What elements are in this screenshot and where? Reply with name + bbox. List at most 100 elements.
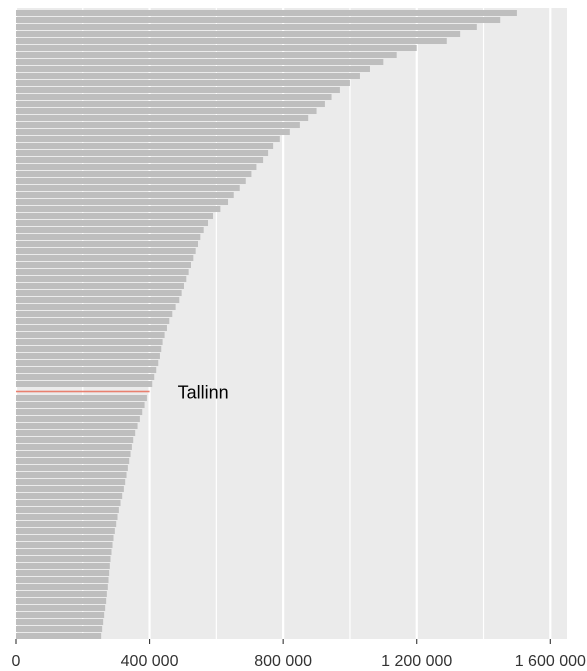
- bar: [16, 374, 155, 380]
- bar: [16, 108, 317, 114]
- bar: [16, 311, 173, 317]
- bar: [16, 24, 477, 30]
- bar: [16, 528, 115, 534]
- bar: [16, 73, 360, 79]
- bar: [16, 199, 229, 205]
- bar: [16, 521, 117, 527]
- x-tick-label: 1 600 000: [515, 653, 586, 670]
- bar: [16, 164, 257, 170]
- bar: [16, 87, 340, 93]
- bar: [16, 213, 214, 219]
- bar: [16, 234, 201, 240]
- bar: [16, 297, 180, 303]
- bar: [16, 80, 350, 86]
- bar: [16, 542, 113, 548]
- bar: [16, 563, 110, 569]
- bar: [16, 101, 325, 107]
- bar: [16, 332, 165, 338]
- bar: [16, 584, 108, 590]
- bar: [16, 290, 182, 296]
- bar: [16, 591, 107, 597]
- bar: [16, 262, 191, 268]
- x-tick-label: 1 200 000: [381, 653, 452, 670]
- bar: [16, 381, 153, 387]
- bar: [16, 38, 447, 44]
- bar: [16, 626, 103, 632]
- bar: [16, 514, 118, 520]
- bar: [16, 633, 102, 639]
- bar: [16, 472, 127, 478]
- bar: [16, 458, 130, 464]
- bar: [16, 171, 252, 177]
- bar: [16, 150, 269, 156]
- bar: [16, 241, 198, 247]
- bar: [16, 346, 162, 352]
- bar: [16, 10, 517, 16]
- bar: [16, 437, 134, 443]
- bar: [16, 276, 187, 282]
- bar: [16, 430, 136, 436]
- bar: [16, 339, 163, 345]
- bar: [16, 52, 397, 58]
- bar: [16, 367, 157, 373]
- bar: [16, 45, 417, 51]
- bar: [16, 444, 132, 450]
- bar: [16, 500, 121, 506]
- bar: [16, 255, 194, 261]
- bar: [16, 465, 128, 471]
- bar: [16, 136, 280, 142]
- bar: [16, 318, 170, 324]
- bar: [16, 402, 145, 408]
- bar: [16, 535, 114, 541]
- bar: [16, 612, 105, 618]
- bar: [16, 66, 370, 72]
- bar: [16, 143, 274, 149]
- bar: [16, 31, 461, 37]
- bar: [16, 570, 110, 576]
- bar: [16, 185, 240, 191]
- bar: [16, 409, 143, 415]
- bar: [16, 94, 332, 100]
- bar: [16, 325, 167, 331]
- bar: [16, 115, 309, 121]
- bar: [16, 59, 384, 65]
- bar: [16, 556, 111, 562]
- bar: [16, 423, 138, 429]
- x-tick-label: 0: [12, 653, 21, 670]
- bar: [16, 192, 234, 198]
- bar: [16, 619, 104, 625]
- x-tick-label: 400 000: [121, 653, 179, 670]
- bar: [16, 178, 246, 184]
- bar: [16, 416, 140, 422]
- x-tick-label: 800 000: [254, 653, 312, 670]
- bar: [16, 304, 176, 310]
- bar: [16, 360, 159, 366]
- bar: [16, 248, 196, 254]
- bar: [16, 283, 184, 289]
- bar: [16, 395, 147, 401]
- bar: [16, 122, 300, 128]
- bar: [16, 549, 112, 555]
- bar: [16, 220, 209, 226]
- bar: [16, 605, 106, 611]
- bars: Tallinn: [16, 10, 517, 639]
- bar-annotation: Tallinn: [178, 382, 229, 402]
- bar: [16, 269, 189, 275]
- bar: [16, 507, 119, 513]
- bar: [16, 129, 290, 135]
- highlight-bar: [16, 390, 150, 393]
- bar: [16, 353, 160, 359]
- bar: [16, 479, 126, 485]
- bar: [16, 598, 107, 604]
- bar: [16, 493, 123, 499]
- bar: [16, 577, 109, 583]
- bar: [16, 451, 131, 457]
- bar: [16, 206, 221, 212]
- bar: [16, 227, 204, 233]
- x-axis: 0 400 000 800 000 1 200 000 1 600 000: [12, 639, 586, 670]
- bar: [16, 486, 124, 492]
- bar: [16, 17, 501, 23]
- bar: [16, 157, 264, 163]
